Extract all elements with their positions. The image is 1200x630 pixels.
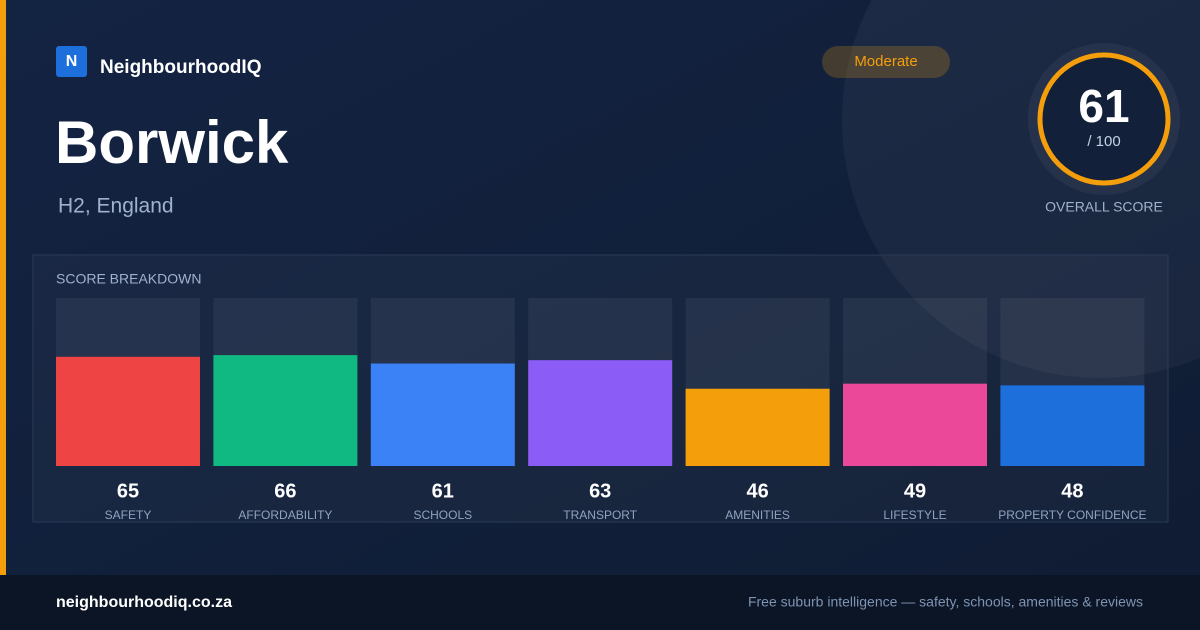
- category-label: PROPERTY CONFIDENCE: [998, 508, 1146, 522]
- bar: [528, 360, 673, 466]
- value-label: 49: [904, 480, 926, 502]
- value-label: 61: [432, 480, 454, 502]
- category-label: TRANSPORT: [563, 508, 637, 522]
- location-region: H2, England: [58, 195, 174, 218]
- score-ring: [1037, 52, 1171, 186]
- value-label: 46: [746, 480, 768, 502]
- category-label: SCHOOLS: [413, 508, 472, 522]
- bar: [1000, 385, 1145, 466]
- accent-stripe: [0, 0, 6, 575]
- category-label: LIFESTYLE: [883, 508, 946, 522]
- category-label: SAFETY: [105, 508, 152, 522]
- location-name: Borwick: [55, 109, 289, 176]
- bar: [685, 388, 830, 466]
- score-out-of: / 100: [1087, 133, 1120, 150]
- category-label: AFFORDABILITY: [238, 508, 332, 522]
- logo-letter: N: [66, 53, 78, 70]
- rating-badge: [822, 46, 950, 78]
- value-label: 48: [1061, 480, 1083, 502]
- overall-score: 61: [1078, 80, 1129, 132]
- logo-box: [56, 46, 87, 77]
- overall-label: OVERALL SCORE: [1045, 199, 1163, 215]
- rating-text: Moderate: [854, 53, 917, 70]
- bar-chart: 65 SAFETY 66 AFFORDABILITY 61 SCHOOLS 63 TRANSP…: [56, 298, 1147, 522]
- bar: [56, 356, 200, 466]
- footer-tagline: Free suburb intelligence — safety, schoo…: [748, 594, 1143, 610]
- value-label: 65: [117, 480, 139, 502]
- category-label: AMENITIES: [725, 508, 790, 522]
- bar: [843, 383, 987, 466]
- bar: [370, 363, 515, 466]
- breakdown-title: SCORE BREAKDOWN: [56, 271, 201, 287]
- value-label: 66: [274, 480, 296, 502]
- footer-site: neighbourhoodiq.co.za: [56, 594, 232, 611]
- footer: [0, 575, 1200, 630]
- bar: [213, 355, 358, 466]
- breakdown-panel: [32, 254, 1169, 523]
- value-label: 63: [589, 480, 611, 502]
- brand-name: NeighbourhoodIQ: [100, 57, 261, 78]
